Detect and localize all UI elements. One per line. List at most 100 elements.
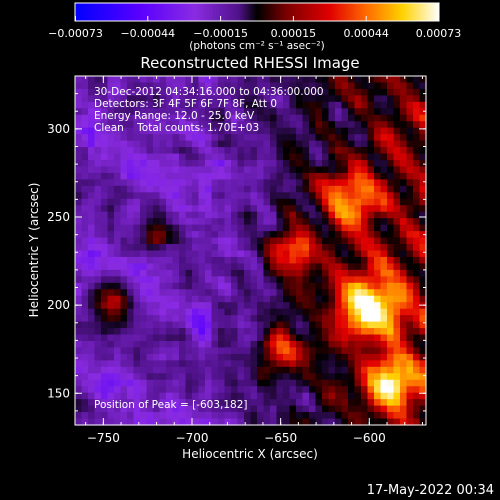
heatmap-cell — [322, 379, 330, 387]
heatmap-cell — [322, 237, 330, 245]
heatmap-cell — [192, 321, 200, 329]
heatmap-cell — [413, 353, 421, 361]
heatmap-cell — [393, 328, 401, 336]
heatmap-cell — [354, 392, 362, 400]
heatmap-cell — [198, 179, 206, 187]
heatmap-cell — [250, 263, 258, 271]
heatmap-cell — [413, 340, 421, 349]
heatmap-cell — [107, 315, 115, 323]
heatmap-cell — [400, 166, 408, 174]
heatmap-cell — [302, 360, 310, 368]
heatmap-cell — [406, 263, 414, 271]
heatmap-cell — [198, 237, 206, 245]
heatmap-cell — [419, 147, 427, 155]
heatmap-cell — [400, 224, 408, 232]
heatmap-cell — [276, 412, 284, 420]
heatmap-cell — [101, 282, 109, 290]
heatmap-cell — [107, 147, 115, 155]
heatmap-cell — [237, 140, 245, 148]
heatmap-cell — [302, 269, 310, 277]
heatmap-cell — [322, 82, 330, 90]
heatmap-cell — [101, 211, 109, 219]
heatmap-cell — [406, 153, 414, 161]
heatmap-cell — [419, 127, 427, 135]
heatmap-cell — [348, 127, 356, 135]
heatmap-cell — [133, 315, 141, 323]
heatmap-cell — [75, 95, 83, 103]
heatmap-cell — [185, 114, 193, 122]
heatmap-cell — [127, 334, 135, 342]
heatmap-cell — [263, 386, 271, 394]
heatmap-cell — [296, 160, 304, 168]
heatmap-cell — [257, 231, 265, 239]
heatmap-cell — [218, 256, 226, 265]
heatmap-cell — [140, 269, 148, 277]
heatmap-cell — [296, 134, 304, 142]
heatmap-cell — [309, 282, 317, 290]
heatmap-cell — [263, 198, 271, 206]
heatmap-cell — [374, 218, 382, 226]
heatmap-cell — [218, 379, 226, 387]
heatmap-cell — [374, 101, 382, 109]
heatmap-cell — [205, 134, 213, 142]
colorbar-tick-label: 0.00073 — [416, 27, 462, 40]
heatmap-cell — [140, 88, 148, 96]
heatmap-cell — [198, 366, 206, 374]
heatmap-cell — [270, 340, 278, 349]
heatmap-cell — [367, 328, 375, 336]
heatmap-cell — [107, 347, 115, 355]
heatmap-cell — [231, 379, 239, 387]
heatmap-cell — [198, 392, 206, 400]
heatmap-cell — [354, 405, 362, 413]
heatmap-cell — [231, 244, 239, 252]
heatmap-cell — [289, 256, 297, 265]
heatmap-cell — [231, 302, 239, 310]
heatmap-cell — [198, 399, 206, 407]
heatmap-cell — [224, 224, 232, 232]
heatmap-cell — [328, 82, 336, 90]
heatmap-cell — [354, 269, 362, 277]
heatmap-cell — [133, 308, 141, 316]
heatmap-cell — [140, 114, 148, 122]
heatmap-cell — [276, 172, 284, 180]
heatmap-cell — [406, 121, 414, 129]
heatmap-cell — [127, 134, 135, 142]
heatmap-cell — [419, 282, 427, 290]
heatmap-cell — [224, 101, 232, 109]
heatmap-cell — [328, 179, 336, 187]
heatmap-cell — [101, 263, 109, 271]
heatmap-cell — [114, 392, 122, 400]
heatmap-cell — [185, 153, 193, 161]
heatmap-cell — [153, 302, 161, 310]
heatmap-cell — [159, 321, 167, 329]
heatmap-cell — [192, 127, 200, 135]
heatmap-cell — [218, 353, 226, 361]
heatmap-cell — [361, 231, 369, 239]
heatmap-cell — [309, 418, 317, 426]
heatmap-cell — [341, 334, 349, 342]
heatmap-cell — [172, 405, 180, 413]
heatmap-cell — [198, 334, 206, 342]
heatmap-cell — [309, 340, 317, 349]
heatmap-cell — [263, 231, 271, 239]
heatmap-cell — [276, 166, 284, 174]
heatmap-cell — [393, 282, 401, 290]
heatmap-cell — [309, 250, 317, 258]
heatmap-cell — [341, 412, 349, 420]
heatmap-cell — [348, 172, 356, 180]
heatmap-cell — [328, 347, 336, 355]
heatmap-cell — [328, 315, 336, 323]
heatmap-cell — [224, 269, 232, 277]
heatmap-cell — [263, 373, 271, 381]
heatmap-cell — [413, 392, 421, 400]
heatmap-cell — [231, 147, 239, 155]
heatmap-cell — [348, 88, 356, 96]
heatmap-cell — [101, 147, 109, 155]
heatmap-cell — [387, 328, 395, 336]
heatmap-cell — [387, 386, 395, 394]
heatmap-cell — [250, 211, 258, 219]
heatmap-cell — [315, 418, 323, 426]
heatmap-cell — [387, 276, 395, 284]
heatmap-cell — [289, 160, 297, 168]
heatmap-cell — [367, 373, 375, 381]
